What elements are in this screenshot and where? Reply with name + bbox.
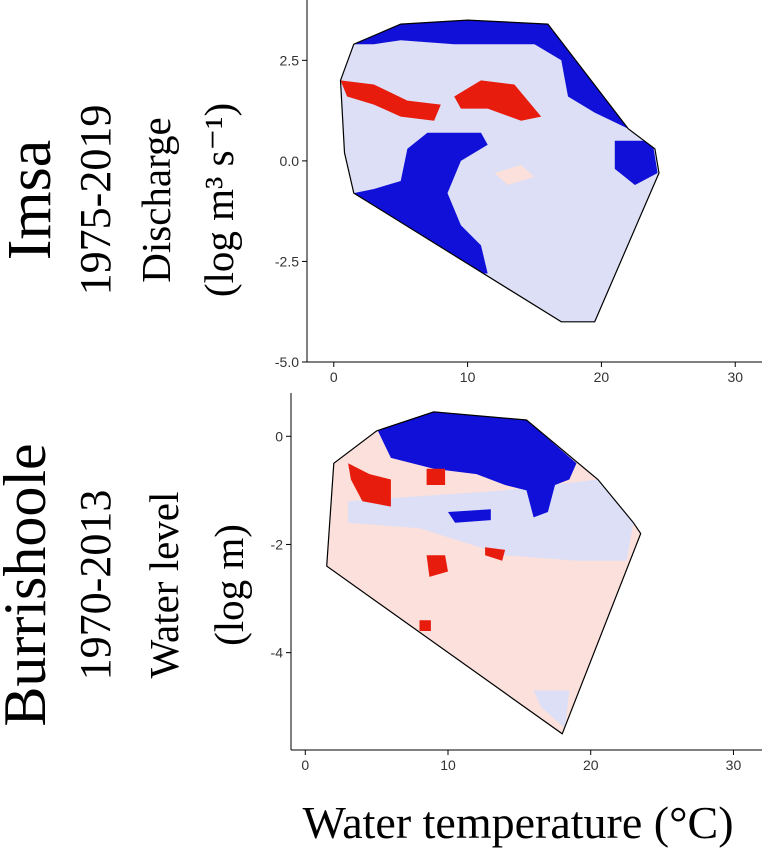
heatmap-region-high (614, 140, 658, 185)
x-tick-label: 10 (460, 369, 476, 385)
heatmap-region-low (419, 620, 431, 631)
y-tick-label: 0 (275, 428, 283, 444)
x-tick-label: 30 (727, 369, 743, 385)
panel-2-ylabel-line2: (log m) (206, 524, 252, 646)
y-tick-label: -2.5 (275, 253, 299, 269)
panel-2-heatmap (326, 411, 641, 734)
panel-1-heatmap-cells (340, 20, 659, 322)
heatmap-region-low (454, 80, 542, 121)
heatmap-region-high (353, 132, 488, 274)
y-tick-label: 2.5 (280, 52, 300, 68)
heatmap-region-low (340, 80, 441, 121)
x-axis-title: Water temperature (°C) (302, 797, 733, 848)
panel-2-ylabel-line1: Water level (141, 492, 187, 679)
y-tick-label: -5.0 (275, 354, 299, 370)
panel-1-hull-outline (339, 19, 660, 323)
panel-1-period-label: 1975-2019 (71, 105, 120, 296)
panel-1-ylabel-line1: Discharge (133, 117, 179, 282)
heatmap-region-low (426, 468, 446, 485)
y-tick-label: 0.0 (280, 153, 300, 169)
x-tick-label: 20 (583, 757, 599, 773)
panel-2-hull-outline (326, 411, 642, 735)
panel-1-ticks: 0 10 20 30 -5.0 -2.5 0.0 2.5 (275, 52, 743, 385)
heatmap-region-high (448, 509, 491, 523)
panel-2-site-label: Burrishoole (0, 443, 58, 726)
heatmap-region-high (376, 411, 577, 518)
heatmap-region-high (353, 20, 629, 129)
x-tick-label: 20 (594, 369, 610, 385)
x-tick-label: 30 (726, 757, 742, 773)
x-tick-label: 0 (301, 757, 309, 773)
y-tick-label: -4 (271, 645, 284, 661)
panel-burrishoole: Burrishoole 1970-2013 Water level (log m… (0, 393, 762, 773)
x-tick-label: 10 (440, 757, 456, 773)
panel-1-site-label: Imsa (0, 140, 64, 261)
panel-2-period-label: 1970-2013 (71, 490, 120, 681)
heatmap-background (340, 20, 659, 322)
x-tick-label: 0 (330, 369, 338, 385)
heatmap-region-low (426, 555, 448, 577)
panel-1-ylabel-line2: (log m³ s⁻¹) (196, 103, 242, 297)
heatmap-region-pale_blue (533, 690, 570, 729)
panel-imsa: Imsa 1975-2019 Discharge (log m³ s⁻¹) 0 1… (0, 0, 762, 385)
heatmap-region-pale_red (494, 164, 535, 185)
panel-2-ticks: 0 10 20 30 -4 -2 0 (271, 428, 742, 773)
panel-2-heatmap-cells (326, 411, 641, 734)
y-tick-label: -2 (271, 536, 284, 552)
heatmap-region-low (485, 547, 506, 561)
panel-1-heatmap (340, 20, 659, 322)
heatmap-region-low (348, 463, 391, 507)
